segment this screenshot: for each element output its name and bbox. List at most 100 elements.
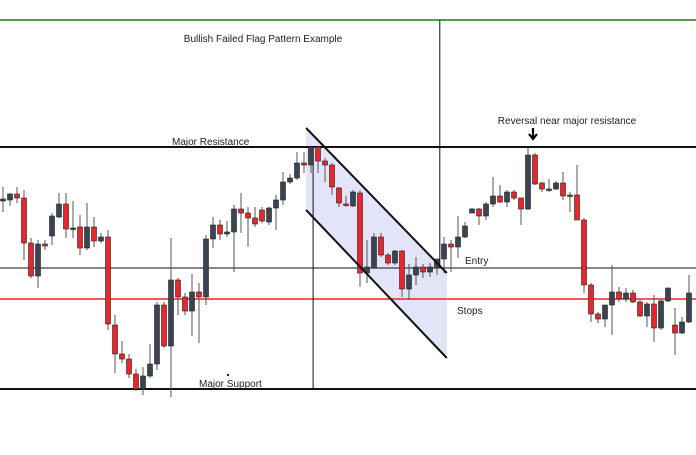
candle-body xyxy=(427,266,433,273)
candle-31 xyxy=(217,220,223,240)
candle-body xyxy=(343,203,349,206)
candle-body xyxy=(553,182,559,190)
candle-22 xyxy=(154,302,160,370)
candle-body xyxy=(413,266,419,276)
candle-66 xyxy=(462,222,468,238)
candle-96 xyxy=(672,308,678,355)
candle-body xyxy=(21,197,27,244)
candle-92 xyxy=(644,302,650,327)
candle-body xyxy=(273,199,279,209)
candle-58 xyxy=(406,264,412,300)
candle-1 xyxy=(7,193,13,206)
candle-body xyxy=(378,236,384,256)
candle-49 xyxy=(343,196,349,207)
candle-body xyxy=(252,217,258,225)
candle-30 xyxy=(210,217,216,248)
candle-body xyxy=(322,160,328,166)
candle-81 xyxy=(567,192,573,212)
candle-91 xyxy=(637,300,643,317)
candle-body xyxy=(126,358,132,375)
candle-body xyxy=(665,287,671,302)
candle-body xyxy=(112,324,118,355)
candle-68 xyxy=(476,208,482,225)
candle-body xyxy=(210,224,216,240)
candle-98 xyxy=(686,275,692,323)
candle-14 xyxy=(98,233,104,243)
candle-body xyxy=(504,191,510,203)
candle-body xyxy=(623,292,629,300)
candle-50 xyxy=(350,190,356,207)
candle-body xyxy=(336,187,342,204)
candle-body xyxy=(476,208,482,217)
entry-label: Entry xyxy=(465,256,488,267)
candle-42 xyxy=(294,152,300,180)
channel-upper-line xyxy=(305,127,448,274)
candle-body xyxy=(133,373,139,390)
candle-body xyxy=(98,236,104,242)
candle-body xyxy=(231,208,237,233)
candle-71 xyxy=(497,185,503,203)
candle-body xyxy=(301,162,307,166)
candle-54 xyxy=(378,233,384,257)
candle-76 xyxy=(532,153,538,185)
candle-67 xyxy=(469,208,475,214)
candle-body xyxy=(63,203,69,230)
candle-body xyxy=(56,203,62,218)
candle-body xyxy=(105,236,111,325)
candle-47 xyxy=(329,163,335,195)
candle-93 xyxy=(651,295,657,342)
candle-body xyxy=(259,209,265,222)
candle-89 xyxy=(623,288,629,302)
candle-16 xyxy=(112,315,118,373)
candle-body xyxy=(525,154,531,210)
candle-body xyxy=(196,291,202,298)
candle-body xyxy=(609,291,615,306)
candle-29 xyxy=(203,235,209,305)
candle-61 xyxy=(427,263,433,277)
candle-body xyxy=(637,301,643,317)
candle-body xyxy=(532,154,538,185)
candle-body xyxy=(245,212,251,219)
candle-35 xyxy=(245,207,251,247)
candle-3 xyxy=(21,190,27,260)
channel-lower-line xyxy=(305,209,448,359)
candle-21 xyxy=(147,344,153,378)
candle-body xyxy=(294,162,300,179)
candle-body xyxy=(595,313,601,320)
candle-body xyxy=(616,291,622,300)
candle-body xyxy=(280,181,286,201)
candle-body xyxy=(224,231,230,235)
candle-body xyxy=(672,324,678,334)
candle-body xyxy=(161,304,167,347)
candle-body xyxy=(357,192,363,274)
candle-48 xyxy=(336,187,342,207)
candle-82 xyxy=(574,165,580,221)
candle-body xyxy=(287,177,293,183)
candle-body xyxy=(462,225,468,238)
candle-body xyxy=(49,215,55,237)
candle-body xyxy=(77,226,83,249)
candle-body xyxy=(644,303,650,317)
candle-body xyxy=(28,242,34,277)
candle-body xyxy=(483,203,489,217)
candle-28 xyxy=(196,283,202,343)
candle-40 xyxy=(280,172,286,205)
candle-23 xyxy=(161,302,167,348)
candle-15 xyxy=(105,230,111,330)
candle-9 xyxy=(63,193,69,238)
candle-79 xyxy=(553,181,559,190)
candle-body xyxy=(581,219,587,286)
candle-17 xyxy=(119,341,125,363)
candle-60 xyxy=(420,264,426,278)
candle-body xyxy=(441,243,447,260)
candle-body xyxy=(238,208,244,214)
candle-body xyxy=(154,304,160,365)
candle-64 xyxy=(448,240,454,272)
candle-57 xyxy=(399,250,405,297)
candle-body xyxy=(420,266,426,273)
candle-body xyxy=(658,300,664,329)
candle-24 xyxy=(168,238,174,397)
candle-body xyxy=(84,226,90,249)
candle-body xyxy=(182,296,188,312)
